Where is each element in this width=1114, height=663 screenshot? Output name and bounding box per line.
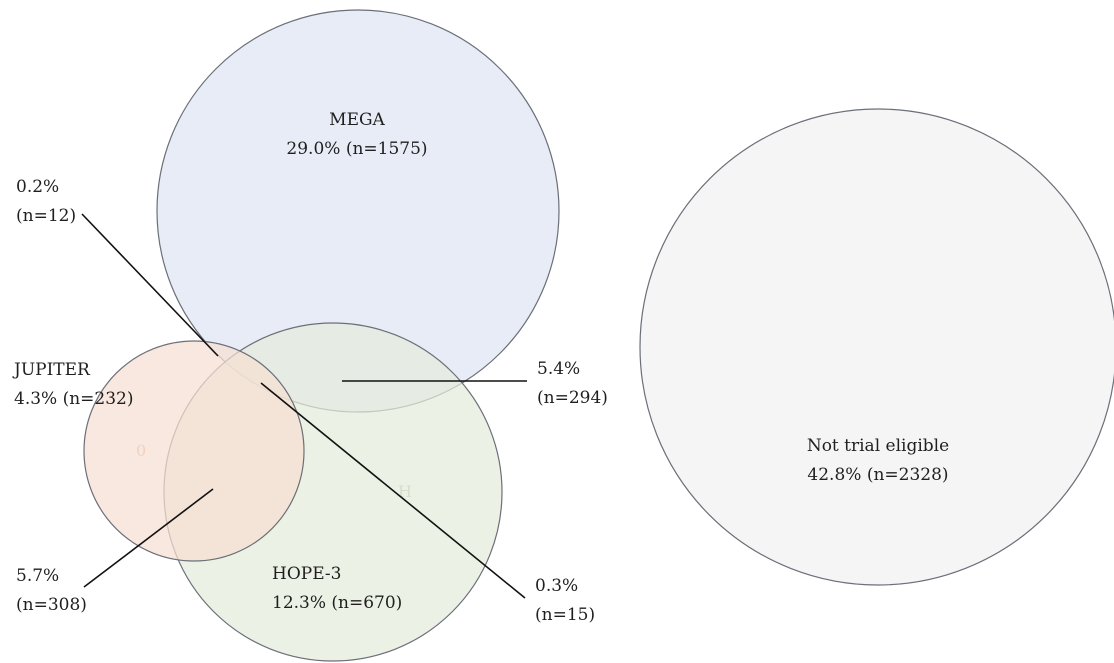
callout-mega-hope3-pct: 5.4%	[537, 359, 580, 379]
callout-jupiter-hope3-pct: 5.7%	[16, 566, 59, 586]
not-trial-eligible-value: 42.8% (n=2328)	[807, 465, 948, 485]
callout-mega-jupiter-n: (n=15)	[535, 605, 595, 625]
jupiter-faint-mark: 0	[136, 441, 146, 460]
leader-line-mega-jupiter	[260, 382, 526, 599]
not-trial-eligible-circle	[639, 108, 1114, 586]
jupiter-value: 4.3% (n=232)	[14, 389, 134, 409]
hope3-value: 12.3% (n=670)	[272, 593, 402, 613]
hope3-label: HOPE-3	[272, 564, 342, 584]
hope3-faint-mark: H	[398, 482, 412, 501]
callout-mega-jupiter-hope3-n: (n=12)	[16, 206, 76, 226]
callout-jupiter-hope3-n: (n=308)	[16, 595, 87, 615]
not-trial-eligible-label: Not trial eligible	[807, 436, 949, 456]
leader-line-jupiter-hope3	[83, 488, 214, 588]
jupiter-circle	[83, 340, 305, 562]
callout-mega-hope3-n: (n=294)	[537, 388, 608, 408]
callout-mega-jupiter-hope3-pct: 0.2%	[16, 177, 59, 197]
leader-line-mega-jupiter-hope3	[81, 213, 219, 357]
callout-mega-jupiter-pct: 0.3%	[535, 576, 578, 596]
jupiter-label: JUPITER	[12, 360, 91, 380]
mega-label: MEGA	[329, 110, 385, 130]
mega-value: 29.0% (n=1575)	[286, 139, 427, 159]
